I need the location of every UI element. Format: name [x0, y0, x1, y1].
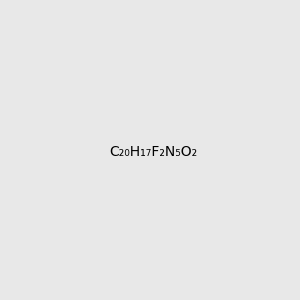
Text: C₂₀H₁₇F₂N₅O₂: C₂₀H₁₇F₂N₅O₂ — [110, 145, 198, 158]
